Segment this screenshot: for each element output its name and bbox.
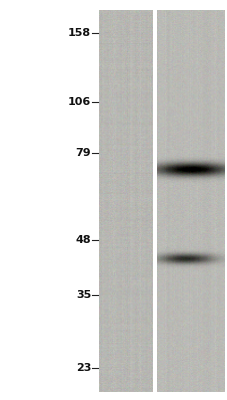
Bar <box>152 10 156 392</box>
Text: 35: 35 <box>76 290 91 300</box>
Text: 48: 48 <box>75 235 91 245</box>
Text: 106: 106 <box>68 97 91 107</box>
Text: 23: 23 <box>76 363 91 373</box>
Text: 158: 158 <box>68 28 91 38</box>
Text: 79: 79 <box>75 148 91 158</box>
